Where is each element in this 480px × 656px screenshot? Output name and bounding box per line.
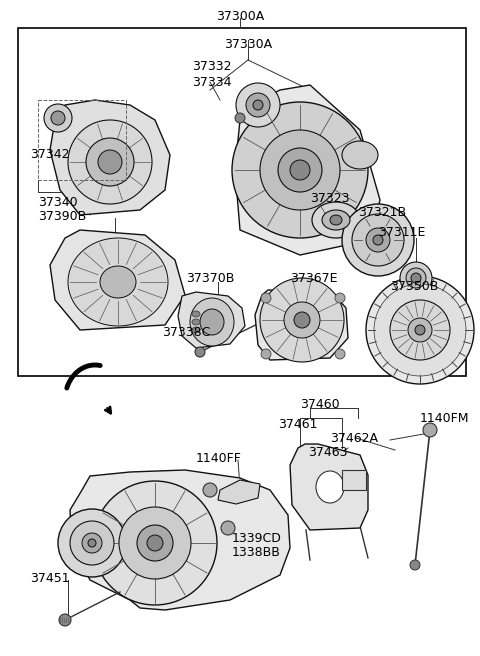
Ellipse shape xyxy=(423,423,437,437)
Text: 37451: 37451 xyxy=(30,572,70,585)
Ellipse shape xyxy=(342,204,414,276)
Ellipse shape xyxy=(290,160,310,180)
Text: 37338C: 37338C xyxy=(162,326,210,339)
Ellipse shape xyxy=(51,111,65,125)
Text: 1140FF: 1140FF xyxy=(196,452,242,465)
Ellipse shape xyxy=(235,113,245,123)
Text: 37342: 37342 xyxy=(30,148,70,161)
Ellipse shape xyxy=(284,302,320,338)
Ellipse shape xyxy=(100,266,136,298)
Ellipse shape xyxy=(374,284,466,376)
Ellipse shape xyxy=(253,100,263,110)
Ellipse shape xyxy=(68,238,168,326)
Ellipse shape xyxy=(195,347,205,357)
Ellipse shape xyxy=(335,293,345,303)
Text: 37462A: 37462A xyxy=(330,432,378,445)
Polygon shape xyxy=(50,230,185,330)
Text: 37460: 37460 xyxy=(300,398,340,411)
Text: 37370B: 37370B xyxy=(186,272,234,285)
Ellipse shape xyxy=(203,483,217,497)
Ellipse shape xyxy=(342,141,378,169)
Ellipse shape xyxy=(68,120,152,204)
Ellipse shape xyxy=(316,471,344,503)
Text: 37323: 37323 xyxy=(310,192,349,205)
Text: 1339CD: 1339CD xyxy=(232,532,282,545)
Ellipse shape xyxy=(44,104,72,132)
Ellipse shape xyxy=(410,560,420,570)
Ellipse shape xyxy=(190,298,234,346)
Text: 37300A: 37300A xyxy=(216,10,264,23)
Ellipse shape xyxy=(236,83,280,127)
Ellipse shape xyxy=(366,228,390,252)
Polygon shape xyxy=(178,292,245,348)
Text: 37330A: 37330A xyxy=(224,38,272,51)
Polygon shape xyxy=(70,470,290,610)
Text: 37311E: 37311E xyxy=(378,226,425,239)
Text: 37321B: 37321B xyxy=(358,206,406,219)
Ellipse shape xyxy=(261,293,271,303)
Ellipse shape xyxy=(294,312,310,328)
Ellipse shape xyxy=(119,507,191,579)
Ellipse shape xyxy=(400,262,432,294)
Ellipse shape xyxy=(335,349,345,359)
Ellipse shape xyxy=(322,210,350,230)
Ellipse shape xyxy=(408,318,432,342)
Text: 37390B: 37390B xyxy=(38,210,86,223)
Ellipse shape xyxy=(88,539,96,547)
Ellipse shape xyxy=(260,130,340,210)
Ellipse shape xyxy=(261,349,271,359)
Text: 37332: 37332 xyxy=(192,60,231,73)
Ellipse shape xyxy=(98,150,122,174)
Polygon shape xyxy=(290,444,368,530)
Text: 37350B: 37350B xyxy=(390,280,438,293)
Ellipse shape xyxy=(59,614,71,626)
Ellipse shape xyxy=(147,535,163,551)
Text: 37367E: 37367E xyxy=(290,272,337,285)
Ellipse shape xyxy=(86,138,134,186)
Ellipse shape xyxy=(58,509,126,577)
Text: 37463: 37463 xyxy=(308,446,348,459)
Polygon shape xyxy=(255,290,348,360)
Text: 37461: 37461 xyxy=(278,418,317,431)
Ellipse shape xyxy=(330,215,342,225)
Ellipse shape xyxy=(82,533,102,553)
Ellipse shape xyxy=(232,102,368,238)
Text: 37340: 37340 xyxy=(38,196,78,209)
Polygon shape xyxy=(235,85,380,255)
Ellipse shape xyxy=(390,300,450,360)
Bar xyxy=(342,470,366,490)
Ellipse shape xyxy=(373,235,383,245)
Ellipse shape xyxy=(366,276,474,384)
Ellipse shape xyxy=(411,273,421,283)
Ellipse shape xyxy=(260,278,344,362)
Ellipse shape xyxy=(200,309,224,335)
Polygon shape xyxy=(218,480,260,504)
Text: 1338BB: 1338BB xyxy=(232,546,281,559)
Ellipse shape xyxy=(93,481,217,605)
Ellipse shape xyxy=(352,214,404,266)
Ellipse shape xyxy=(70,521,114,565)
Ellipse shape xyxy=(415,325,425,335)
Ellipse shape xyxy=(221,521,235,535)
Ellipse shape xyxy=(246,93,270,117)
Ellipse shape xyxy=(137,525,173,561)
Ellipse shape xyxy=(192,319,200,325)
Ellipse shape xyxy=(278,148,322,192)
Ellipse shape xyxy=(406,268,426,288)
Polygon shape xyxy=(50,100,170,215)
Text: 37334: 37334 xyxy=(192,76,231,89)
Text: 1140FM: 1140FM xyxy=(420,412,469,425)
Ellipse shape xyxy=(192,327,200,333)
Bar xyxy=(18,28,466,376)
Ellipse shape xyxy=(192,311,200,317)
Ellipse shape xyxy=(312,202,360,238)
Bar xyxy=(38,100,126,180)
